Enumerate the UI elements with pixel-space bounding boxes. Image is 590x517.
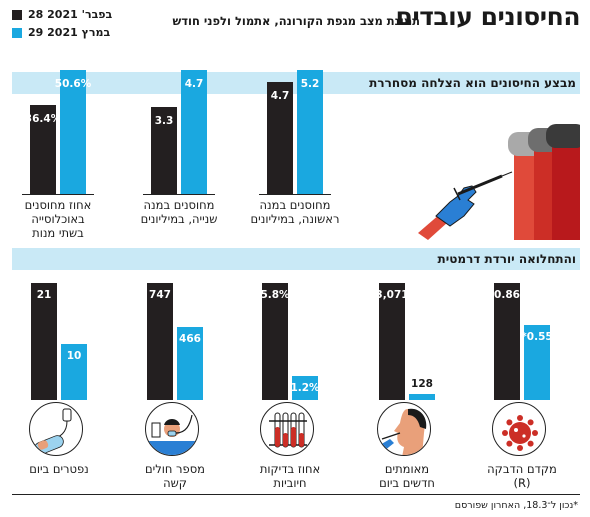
nasal-swab-icon (377, 402, 431, 456)
category-label-line: אחוז מחוסנים (24, 198, 92, 212)
vaccine-illustration (418, 124, 580, 240)
gloved-hand-icon (418, 185, 477, 240)
iv-drip-icon (29, 402, 83, 456)
bar-feb (267, 82, 293, 194)
value-label: 50.6% (54, 78, 92, 90)
category-label-line: נפטרים ביום (29, 462, 89, 476)
baseline (259, 194, 331, 195)
value-label: 5.8% (260, 289, 290, 301)
category-label-line: חדשים ביום (379, 476, 435, 490)
category-label: מחוסנים במנה שנייה, במיליונים (129, 198, 229, 226)
value-label: 10 (66, 350, 82, 362)
value-label: 128 (411, 378, 433, 390)
value-label: 466 (179, 333, 201, 345)
legend-swatch-dark (12, 9, 22, 20)
value-label: 3,071 (375, 289, 409, 301)
chart-title: החיסונים עובדים (395, 2, 580, 31)
category-label-line: אחוז בדיקות (259, 462, 321, 476)
bar-feb (151, 107, 177, 194)
category-label-line: מחוסנים במנה (259, 198, 331, 212)
bar-feb (147, 283, 173, 400)
category-label-line: חיוביות (273, 476, 307, 490)
vial-icon (546, 124, 580, 240)
category-label: מקדם הדבקה (R) (472, 462, 572, 490)
syringe-icon (453, 171, 513, 201)
section-label-top: מבצע החיסונים הוא הצלחה מסחררת (369, 76, 576, 90)
category-label: מספר חולים קשה (125, 462, 225, 490)
category-label: נפטרים ביום (9, 462, 109, 476)
test-tubes-icon (260, 402, 314, 456)
section-label-bottom: והתחלואה יורדת דרמטית (437, 252, 577, 266)
value-label: 747 (149, 289, 171, 301)
value-label: 3.3 (154, 115, 174, 127)
chart-subtitle: תמונת מצב מגפת הקורונה, אתמול ולפני חודש (172, 14, 420, 28)
bar-feb (494, 283, 520, 400)
legend-item-mar: 29 במרץ 2021 (12, 26, 110, 39)
value-label: 21 (36, 289, 52, 301)
category-label: מאומתים חדשים ביום (357, 462, 457, 490)
footnote: *נכון ל־18.3, האחרון שפורסם (454, 500, 578, 511)
bar-feb (30, 105, 56, 194)
category-label-line: מקדם הדבקה (487, 462, 557, 476)
value-label: 4.7 (184, 78, 204, 90)
section-bar-bottom (12, 248, 580, 270)
bar-mar (177, 327, 203, 400)
category-label: אחוז מחוסנים באוכלוסייה בשתי מנות (8, 198, 108, 240)
category-label: אחוז בדיקות חיוביות (240, 462, 340, 490)
footer-divider (12, 494, 580, 495)
category-label-line: מאומתים (384, 462, 430, 476)
ventilated-patient-icon (145, 402, 199, 456)
bar-feb (31, 283, 57, 400)
category-label-line: מספר חולים (145, 462, 205, 476)
section-bar-top (12, 72, 580, 94)
bar-mar (61, 344, 87, 400)
category-label-line: (R) (513, 476, 531, 490)
value-label: 36.4% (24, 113, 62, 125)
value-label: 0.86 (494, 289, 520, 301)
legend-label-mar: 29 במרץ 2021 (28, 26, 111, 39)
value-label: 5.2 (300, 78, 320, 90)
category-label-line: שנייה, במיליונים (140, 212, 218, 226)
category-label-line: בשתי מנות (32, 226, 84, 240)
virus-icon (492, 402, 546, 456)
category-label-line: קשה (163, 476, 187, 490)
legend-swatch-blue (12, 27, 22, 38)
category-label-line: באוכלוסייה (31, 212, 85, 226)
baseline (22, 194, 94, 195)
bar-mar (181, 70, 207, 194)
value-label: 1.2% (290, 382, 320, 394)
bar-mar (297, 70, 323, 194)
bar-mar (60, 70, 86, 194)
category-label-line: מחוסנים במנה (143, 198, 215, 212)
bar-feb (262, 283, 288, 400)
baseline (143, 194, 215, 195)
value-label: 4.7 (270, 90, 290, 102)
legend-label-feb: 28 בפבר' 2021 (28, 8, 113, 21)
category-label-line: ראשונה, במיליונים (250, 212, 340, 226)
bar-feb (379, 283, 405, 400)
category-label: מחוסנים במנה ראשונה, במיליונים (245, 198, 345, 226)
legend-item-feb: 28 בפבר' 2021 (12, 8, 112, 21)
bar-mar (292, 376, 318, 400)
bar-mar (409, 394, 435, 400)
value-label: *0.55 (521, 331, 553, 343)
bar-mar (524, 325, 550, 400)
